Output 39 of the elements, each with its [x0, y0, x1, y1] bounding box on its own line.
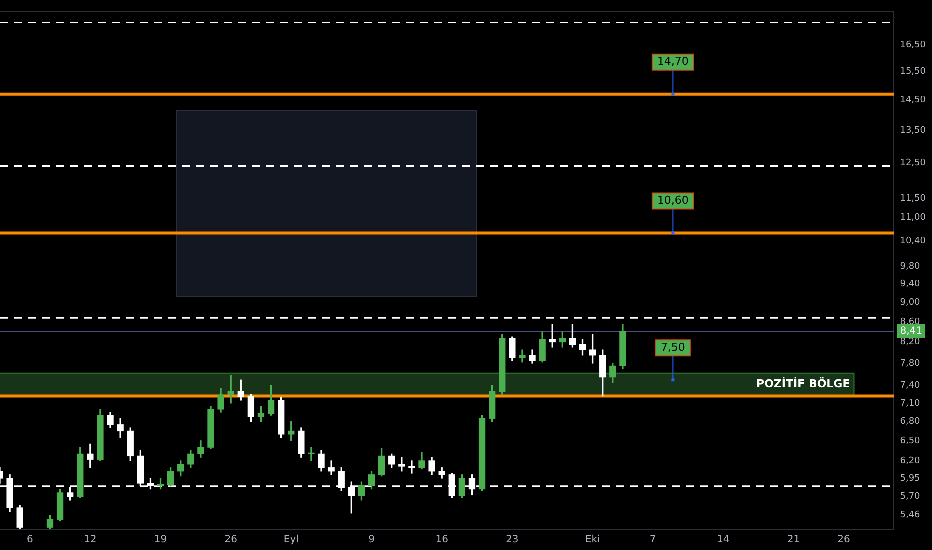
y-tick-label: 8,60 — [900, 317, 921, 328]
y-tick-label: 5,95 — [900, 474, 920, 484]
ref-line-label: 8,41 — [900, 326, 922, 338]
x-tick-label: 7 — [650, 534, 656, 546]
x-tick-label: 12 — [84, 534, 97, 546]
y-tick-label: 9,00 — [900, 298, 921, 308]
y-tick-label: 5,70 — [900, 492, 921, 502]
y-tick-label: 5,46 — [900, 510, 921, 520]
annotation: 14,70 — [657, 55, 689, 68]
x-tick-label: 9 — [368, 534, 375, 546]
x-tick-label: 6 — [26, 534, 34, 546]
x-tick-label: Eki — [585, 534, 600, 546]
y-tick-label: 6,20 — [900, 456, 921, 466]
y-tick-label: 12,50 — [900, 158, 926, 169]
y-tick-label: 10,40 — [900, 236, 926, 247]
x-tick-label: 21 — [787, 534, 800, 546]
y-tick-label: 15,50 — [900, 67, 926, 78]
x-tick-label: 19 — [154, 534, 168, 546]
y-tick-label: 13,50 — [900, 126, 926, 136]
y-tick-label: 9,80 — [900, 262, 921, 272]
x-tick-label: 26 — [838, 534, 850, 546]
x-tick-label: Eyl — [284, 534, 299, 546]
x-tick-label: 26 — [224, 534, 238, 546]
y-tick-label: 6,80 — [900, 417, 921, 428]
band-label: POZİTİF BÖLGE — [756, 376, 850, 391]
y-tick-label: 7,80 — [900, 358, 921, 369]
y-tick-label: 11,00 — [900, 212, 926, 223]
y-tick-label: 14,50 — [900, 95, 926, 106]
y-tick-label: 16,50 — [900, 40, 926, 51]
annotation: 10,60 — [657, 194, 689, 208]
annotation: 7,50 — [660, 340, 686, 354]
y-tick-label: 6,50 — [900, 436, 921, 446]
y-tick-label: 11,50 — [900, 194, 926, 204]
x-tick-label: 23 — [506, 534, 519, 546]
x-tick-label: 16 — [436, 534, 448, 546]
y-tick-label: 7,10 — [900, 398, 921, 409]
y-tick-label: 9,40 — [900, 280, 921, 290]
x-tick-label: 14 — [717, 534, 730, 546]
y-tick-label: 7,40 — [900, 381, 921, 392]
